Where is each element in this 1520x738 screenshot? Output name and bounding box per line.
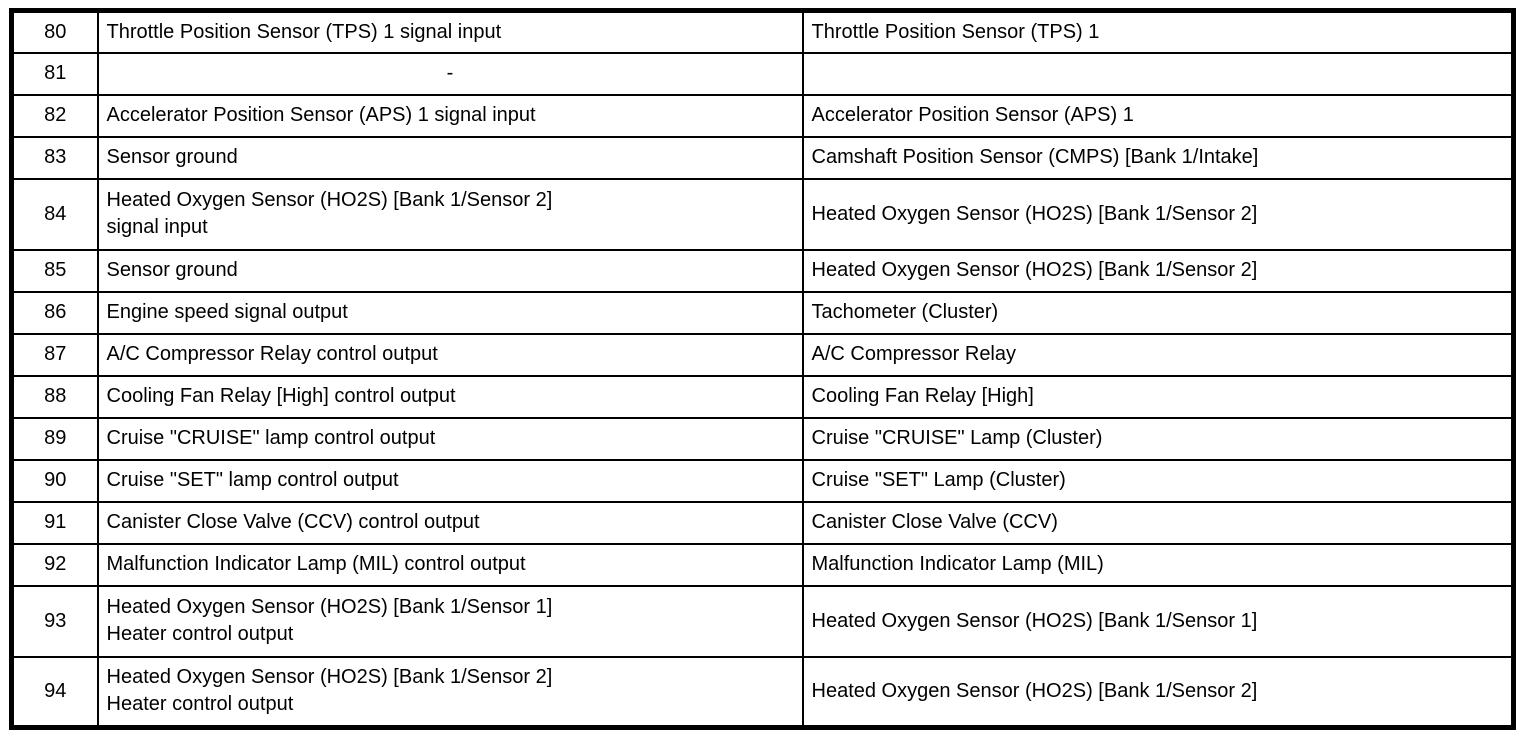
pin-table-row: 88 Cooling Fan Relay [High] control outp…	[10, 374, 1515, 419]
connected-to-cell: Heated Oxygen Sensor (HO2S) [Bank 1/Sens…	[801, 177, 1515, 251]
signal-description-cell: Malfunction Indicator Lamp (MIL) control…	[96, 542, 804, 587]
connected-to-cell: Cruise "CRUISE" Lamp (Cluster)	[801, 416, 1515, 461]
pin-number-cell: 82	[10, 93, 99, 138]
pin-number-cell: 86	[10, 290, 99, 335]
pin-number-cell: 80	[10, 9, 99, 54]
connected-to-cell: Camshaft Position Sensor (CMPS) [Bank 1/…	[801, 135, 1515, 180]
signal-description-cell: Heated Oxygen Sensor (HO2S) [Bank 1/Sens…	[96, 655, 804, 729]
signal-description-cell: A/C Compressor Relay control output	[96, 332, 804, 377]
connected-to-cell: Heated Oxygen Sensor (HO2S) [Bank 1/Sens…	[801, 248, 1515, 293]
connected-to-cell: Malfunction Indicator Lamp (MIL)	[801, 542, 1515, 587]
connected-to-cell	[801, 51, 1515, 96]
pin-number-cell: 94	[10, 655, 99, 729]
signal-description-cell: Cooling Fan Relay [High] control output	[96, 374, 804, 419]
pin-number-cell: 90	[10, 458, 99, 503]
connected-to-cell: Cruise "SET" Lamp (Cluster)	[801, 458, 1515, 503]
signal-description-cell: Sensor ground	[96, 248, 804, 293]
pin-number-cell: 89	[10, 416, 99, 461]
signal-description-cell: Cruise "SET" lamp control output	[96, 458, 804, 503]
pin-number-cell: 81	[10, 51, 99, 96]
connected-to-cell: Cooling Fan Relay [High]	[801, 374, 1515, 419]
pin-table-row: 84 Heated Oxygen Sensor (HO2S) [Bank 1/S…	[10, 177, 1515, 251]
pin-table-row: 93 Heated Oxygen Sensor (HO2S) [Bank 1/S…	[10, 584, 1515, 658]
pin-number-cell: 88	[10, 374, 99, 419]
connected-to-cell: Throttle Position Sensor (TPS) 1	[801, 9, 1515, 54]
pin-table-row: 83 Sensor ground Camshaft Position Senso…	[10, 135, 1515, 180]
connected-to-cell: Canister Close Valve (CCV)	[801, 500, 1515, 545]
connector-pin-table: 80 Throttle Position Sensor (TPS) 1 sign…	[9, 8, 1516, 730]
pin-table-row: 82 Accelerator Position Sensor (APS) 1 s…	[10, 93, 1515, 138]
signal-description-cell: Canister Close Valve (CCV) control outpu…	[96, 500, 804, 545]
pin-table-row: 87 A/C Compressor Relay control output A…	[10, 332, 1515, 377]
connected-to-cell: Heated Oxygen Sensor (HO2S) [Bank 1/Sens…	[801, 584, 1515, 658]
pin-table-body: 80 Throttle Position Sensor (TPS) 1 sign…	[10, 9, 1515, 729]
pin-table-row: 86 Engine speed signal output Tachometer…	[10, 290, 1515, 335]
connected-to-cell: Tachometer (Cluster)	[801, 290, 1515, 335]
connected-to-cell: Accelerator Position Sensor (APS) 1	[801, 93, 1515, 138]
pin-number-cell: 91	[10, 500, 99, 545]
pin-number-cell: 83	[10, 135, 99, 180]
pin-number-cell: 93	[10, 584, 99, 658]
pin-table-row: 85 Sensor ground Heated Oxygen Sensor (H…	[10, 248, 1515, 293]
connected-to-cell: A/C Compressor Relay	[801, 332, 1515, 377]
pin-table-row: 80 Throttle Position Sensor (TPS) 1 sign…	[10, 9, 1515, 54]
signal-description-cell: Heated Oxygen Sensor (HO2S) [Bank 1/Sens…	[96, 584, 804, 658]
signal-description-cell: Heated Oxygen Sensor (HO2S) [Bank 1/Sens…	[96, 177, 804, 251]
signal-description-cell: Accelerator Position Sensor (APS) 1 sign…	[96, 93, 804, 138]
pin-number-cell: 87	[10, 332, 99, 377]
connected-to-cell: Heated Oxygen Sensor (HO2S) [Bank 1/Sens…	[801, 655, 1515, 729]
pin-table-row: 89 Cruise "CRUISE" lamp control output C…	[10, 416, 1515, 461]
pin-number-cell: 92	[10, 542, 99, 587]
pin-number-cell: 85	[10, 248, 99, 293]
signal-description-cell: Cruise "CRUISE" lamp control output	[96, 416, 804, 461]
pin-table-row: 90 Cruise "SET" lamp control output Crui…	[10, 458, 1515, 503]
signal-description-cell: Sensor ground	[96, 135, 804, 180]
pin-number-cell: 84	[10, 177, 99, 251]
pin-table-row: 92 Malfunction Indicator Lamp (MIL) cont…	[10, 542, 1515, 587]
pin-table-row: 81 -	[10, 51, 1515, 96]
signal-description-cell: Throttle Position Sensor (TPS) 1 signal …	[96, 9, 804, 54]
signal-description-cell: -	[96, 51, 804, 96]
signal-description-cell: Engine speed signal output	[96, 290, 804, 335]
pin-table-row: 91 Canister Close Valve (CCV) control ou…	[10, 500, 1515, 545]
pin-table-row: 94 Heated Oxygen Sensor (HO2S) [Bank 1/S…	[10, 655, 1515, 729]
